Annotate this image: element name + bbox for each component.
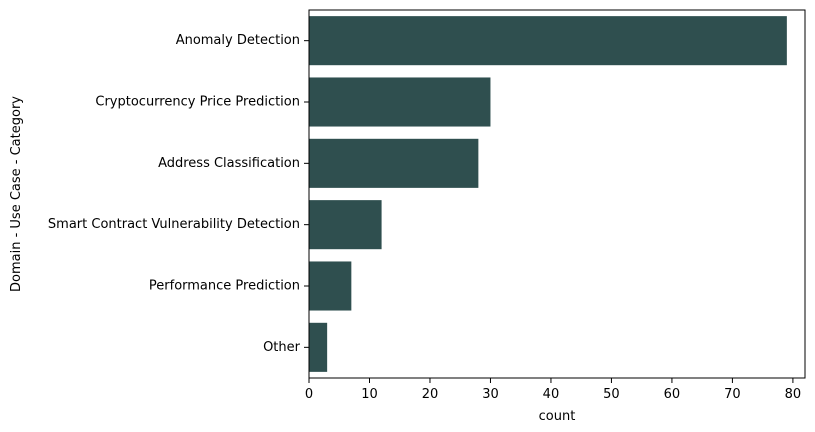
bar-5 — [309, 322, 328, 372]
y-tick-label-3: Smart Contract Vulnerability Detection — [48, 217, 300, 232]
x-tick-label-4: 40 — [543, 387, 560, 402]
y-tick-label-0: Anomaly Detection — [176, 33, 300, 48]
x-tick-label-6: 60 — [664, 387, 681, 402]
y-axis-ticks: Anomaly Detection Cryptocurrency Price Pr… — [48, 33, 309, 355]
bar-3 — [309, 200, 382, 250]
x-axis-label: count — [539, 409, 576, 424]
x-tick-label-0: 0 — [305, 387, 313, 402]
x-tick-label-7: 70 — [724, 387, 741, 402]
y-tick-label-1: Cryptocurrency Price Prediction — [95, 95, 300, 110]
bar-2 — [309, 138, 479, 188]
plot-frame — [308, 9, 806, 379]
y-axis-label: Domain - Use Case - Category — [9, 96, 24, 292]
bar-1 — [309, 77, 491, 127]
bar-4 — [309, 261, 352, 311]
y-tick-label-2: Address Classification — [158, 156, 300, 171]
x-axis-ticks: 0 10 20 30 40 50 60 70 80 — [305, 378, 801, 402]
y-tick-label-4: Performance Prediction — [149, 279, 300, 294]
x-tick-label-2: 20 — [422, 387, 439, 402]
x-tick-label-8: 80 — [785, 387, 802, 402]
bars-group — [309, 16, 787, 372]
x-tick-label-3: 30 — [482, 387, 499, 402]
bar-0 — [309, 16, 787, 66]
x-tick-label-5: 50 — [603, 387, 620, 402]
y-tick-label-5: Other — [263, 340, 301, 355]
x-tick-label-1: 10 — [361, 387, 378, 402]
